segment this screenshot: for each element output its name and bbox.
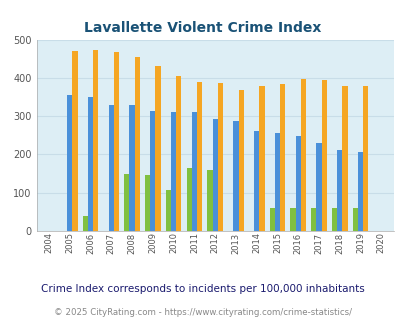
Bar	[207, 170, 212, 231]
Bar	[88, 97, 93, 231]
Text: Lavallette Violent Crime Index: Lavallette Violent Crime Index	[84, 21, 321, 35]
Bar	[321, 80, 326, 231]
Bar	[274, 133, 279, 231]
Bar	[290, 208, 295, 231]
Bar	[72, 51, 77, 231]
Bar	[279, 84, 285, 231]
Bar	[129, 105, 134, 231]
Bar	[124, 174, 129, 231]
Bar	[196, 82, 202, 231]
Text: Crime Index corresponds to incidents per 100,000 inhabitants: Crime Index corresponds to incidents per…	[41, 284, 364, 294]
Bar	[259, 86, 264, 231]
Bar	[357, 152, 362, 231]
Text: © 2025 CityRating.com - https://www.cityrating.com/crime-statistics/: © 2025 CityRating.com - https://www.city…	[54, 308, 351, 317]
Bar	[150, 111, 155, 231]
Bar	[114, 52, 119, 231]
Bar	[176, 76, 181, 231]
Bar	[269, 208, 274, 231]
Bar	[165, 190, 171, 231]
Bar	[191, 112, 196, 231]
Bar	[341, 85, 347, 231]
Bar	[186, 168, 191, 231]
Bar	[83, 216, 88, 231]
Bar	[331, 208, 337, 231]
Bar	[155, 66, 160, 231]
Bar	[311, 208, 315, 231]
Bar	[337, 150, 341, 231]
Bar	[300, 79, 305, 231]
Bar	[145, 175, 150, 231]
Bar	[254, 131, 259, 231]
Bar	[134, 57, 140, 231]
Bar	[93, 50, 98, 231]
Bar	[238, 90, 243, 231]
Bar	[315, 143, 321, 231]
Bar	[233, 121, 238, 231]
Bar	[212, 119, 217, 231]
Bar	[109, 105, 114, 231]
Bar	[352, 208, 357, 231]
Bar	[67, 95, 72, 231]
Bar	[171, 112, 176, 231]
Bar	[217, 83, 222, 231]
Bar	[295, 136, 300, 231]
Bar	[362, 86, 367, 231]
